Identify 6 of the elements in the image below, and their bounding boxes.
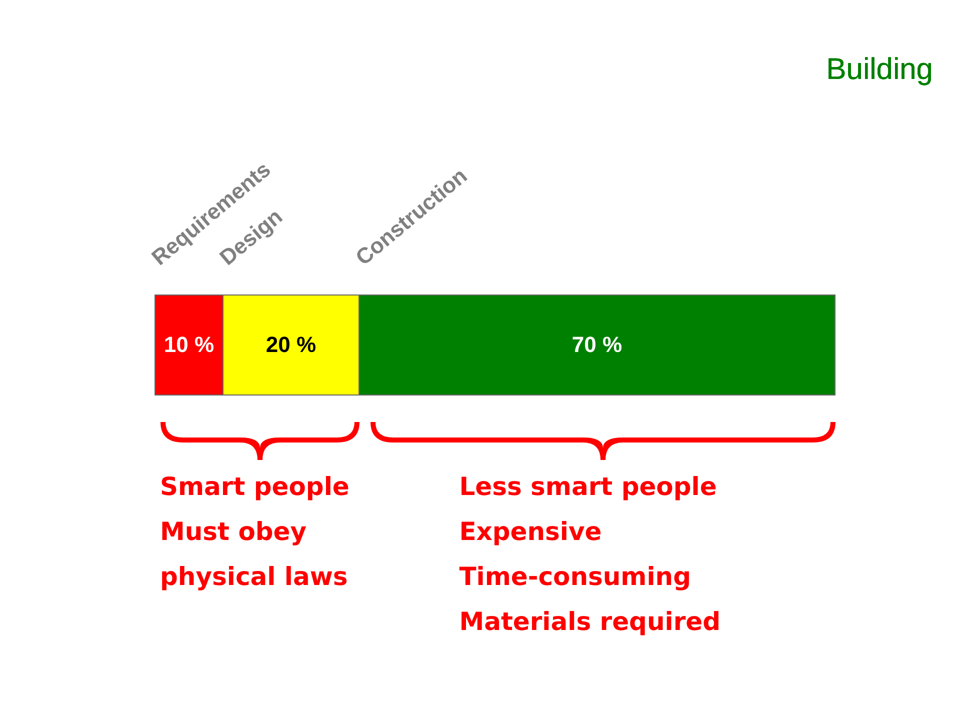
text: Smart people Must obey physical laws	[160, 472, 350, 591]
text: Less smart people Expensive Time-consuming Materials required	[459, 472, 721, 636]
data-label: 20 %	[266, 332, 316, 357]
chart-title: Building	[826, 53, 933, 86]
data-label: 70 %	[572, 332, 622, 357]
data-label: 10 %	[164, 332, 214, 357]
